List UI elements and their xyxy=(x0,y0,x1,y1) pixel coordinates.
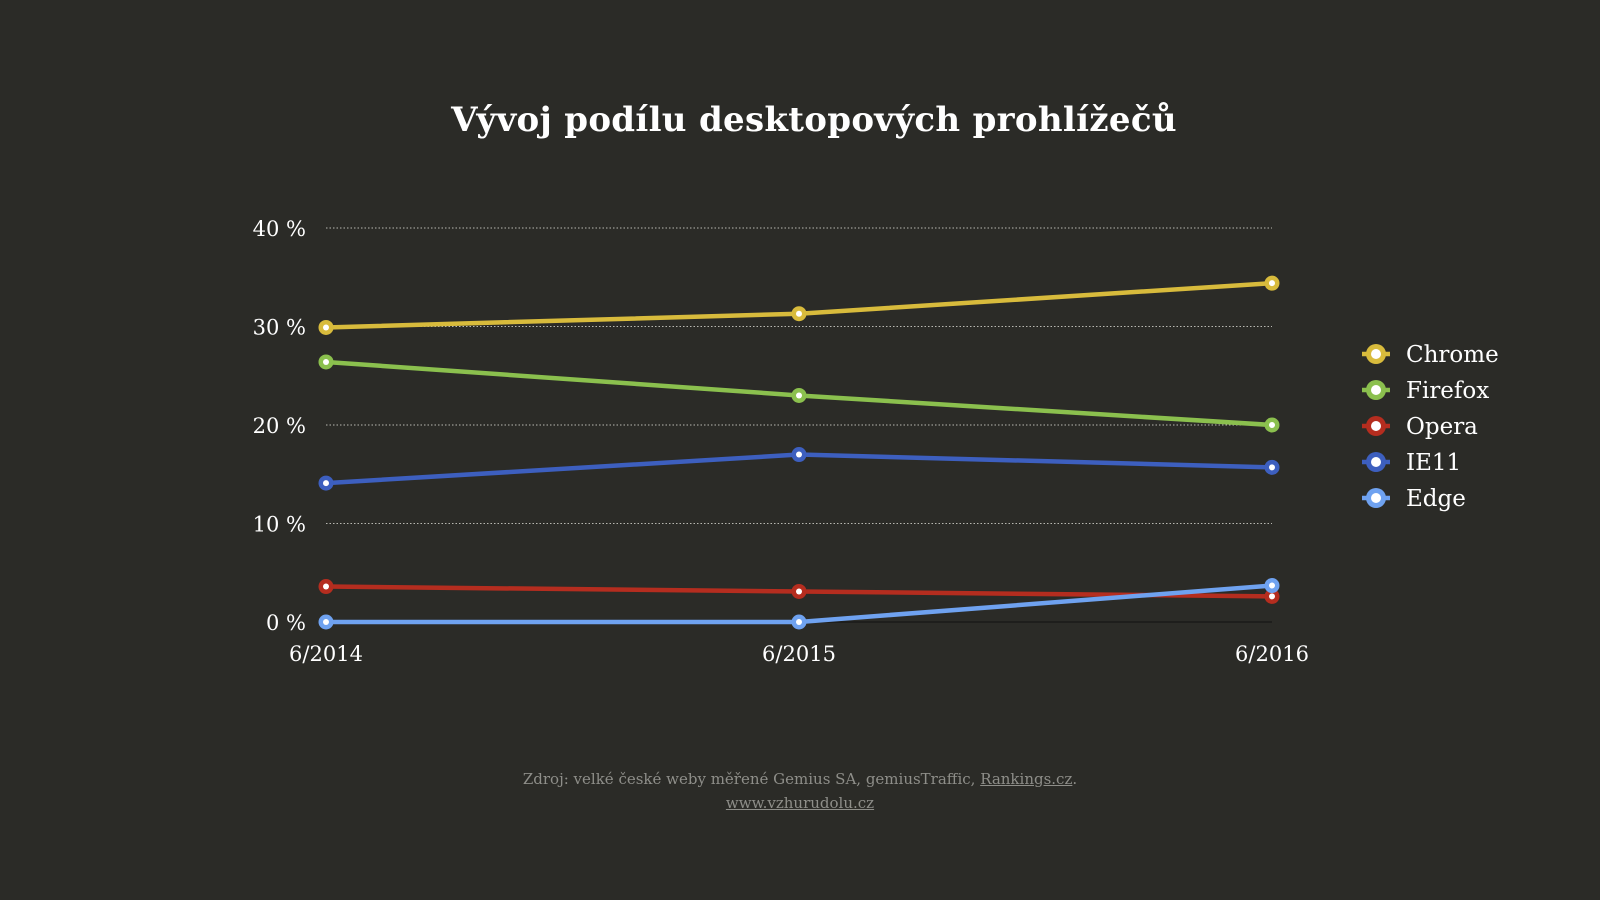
data-point-center xyxy=(323,619,329,625)
legend-label: Edge xyxy=(1406,486,1466,512)
rankings-link[interactable]: Rankings.cz xyxy=(980,770,1073,788)
data-point-center xyxy=(796,310,802,317)
source-end: . xyxy=(1072,770,1078,788)
data-point-center xyxy=(796,451,802,458)
legend-label: Chrome xyxy=(1406,342,1499,368)
legend-marker-center xyxy=(1371,493,1381,503)
data-point-center xyxy=(1269,280,1275,287)
legend-label: Firefox xyxy=(1406,378,1489,404)
site-link[interactable]: www.vzhurudolu.cz xyxy=(725,794,875,812)
y-tick-label: 10 % xyxy=(253,513,306,537)
data-point-center xyxy=(796,619,802,625)
footer: Zdroj: velké české weby měřené Gemius SA… xyxy=(0,767,1600,815)
legend-marker-center xyxy=(1371,385,1381,395)
x-tick-label: 6/2014 xyxy=(289,642,363,666)
site-line: www.vzhurudolu.cz xyxy=(0,791,1600,815)
data-point-center xyxy=(323,324,329,331)
data-point-center xyxy=(1269,582,1275,589)
x-tick-label: 6/2015 xyxy=(762,642,836,666)
legend-label: IE11 xyxy=(1406,450,1461,476)
data-point-center xyxy=(323,583,329,590)
data-point-center xyxy=(796,588,802,595)
legend-label: Opera xyxy=(1406,414,1478,440)
y-tick-label: 40 % xyxy=(253,217,306,241)
data-point-center xyxy=(323,480,329,487)
x-tick-label: 6/2016 xyxy=(1235,642,1309,666)
legend-marker-center xyxy=(1371,349,1381,359)
data-point-center xyxy=(1269,464,1275,471)
source-line: Zdroj: velké české weby měřené Gemius SA… xyxy=(0,767,1600,791)
data-point-center xyxy=(796,392,802,399)
y-tick-label: 30 % xyxy=(253,316,306,340)
y-tick-label: 20 % xyxy=(253,414,306,438)
legend-marker-center xyxy=(1371,457,1381,467)
data-point-center xyxy=(323,358,329,365)
chart-title: Vývoj podílu desktopových prohlížečů xyxy=(451,100,1177,140)
source-text: Zdroj: velké české weby měřené Gemius SA… xyxy=(522,770,981,788)
legend-marker-center xyxy=(1371,421,1381,431)
data-point-center xyxy=(1269,593,1275,600)
y-tick-label: 0 % xyxy=(266,611,306,635)
data-point-center xyxy=(1269,422,1275,428)
